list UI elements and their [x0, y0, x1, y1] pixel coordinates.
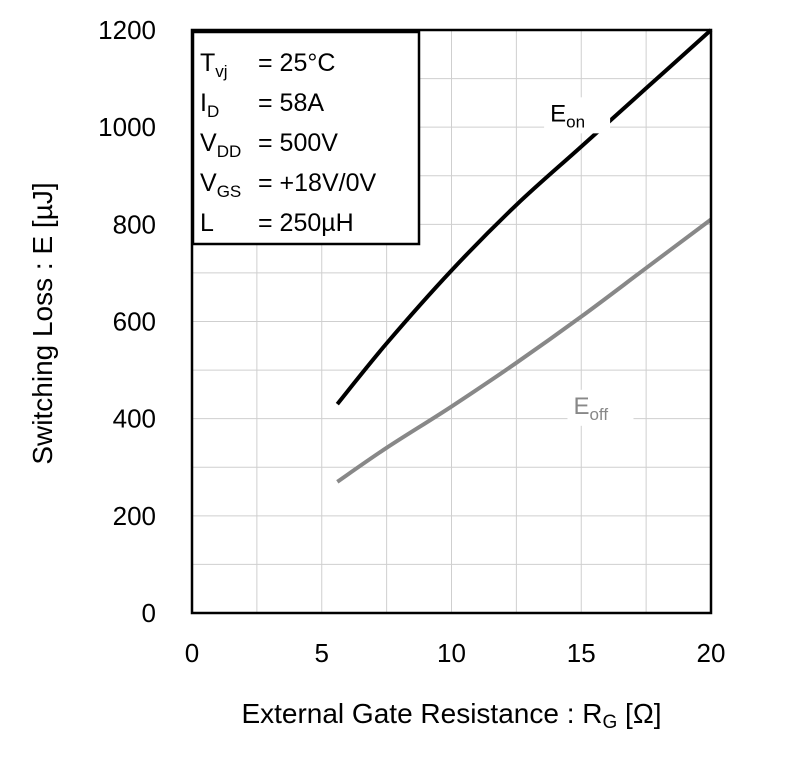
condition-value: = 250µH — [258, 209, 354, 237]
condition-symbol: ID — [200, 89, 219, 121]
series-label-on: Eon — [550, 100, 585, 131]
y-tick-labels: 0 200 400 600 800 1000 1200 — [98, 15, 156, 628]
x-tick-labels: 0 5 10 15 20 — [185, 638, 726, 668]
x-tick-label: 0 — [185, 638, 199, 668]
x-tick-label: 10 — [437, 638, 466, 668]
conditions-box: Tvj = 25°C ID = 58A VDD = 500V VGS = +18V/0V L = … — [191, 30, 421, 246]
condition-symbol: Tvj — [200, 49, 228, 81]
y-axis-label: Switching Loss : E [µJ] — [27, 182, 58, 464]
series-line-on — [335, 28, 713, 406]
series-label-background — [567, 389, 634, 426]
condition-value: = 500V — [258, 129, 338, 157]
y-tick-label: 0 — [142, 598, 156, 628]
x-axis-label-main: External Gate Resistance : R — [241, 698, 602, 729]
condition-value: = 58A — [258, 89, 324, 117]
series-line-off — [336, 217, 713, 484]
plot-frame — [190, 28, 713, 615]
condition-symbol: VGS — [200, 169, 241, 201]
series-labels: Eon Eoff — [544, 97, 634, 426]
condition-value: = +18V/0V — [258, 169, 376, 197]
x-tick-label: 15 — [567, 638, 596, 668]
y-tick-label: 600 — [113, 307, 156, 337]
conditions-box-frame — [191, 30, 421, 246]
x-axis-label: External Gate Resistance : RG [Ω] — [241, 698, 661, 733]
y-tick-label: 800 — [113, 209, 156, 239]
curves — [335, 28, 713, 484]
y-tick-label: 200 — [113, 501, 156, 531]
y-tick-label: 400 — [113, 404, 156, 434]
x-axis-label-sub: G — [602, 712, 617, 733]
y-tick-label: 1200 — [98, 15, 156, 45]
y-tick-label: 1000 — [98, 112, 156, 142]
x-axis-label-unit: [Ω] — [617, 698, 661, 729]
x-tick-label: 5 — [315, 638, 329, 668]
x-tick-label: 20 — [697, 638, 726, 668]
condition-symbol: VDD — [200, 129, 241, 161]
condition-value: = 25°C — [258, 49, 335, 77]
series-label-off: Eoff — [573, 393, 608, 424]
series-label-background — [544, 97, 611, 134]
condition-symbol: L — [200, 209, 214, 237]
